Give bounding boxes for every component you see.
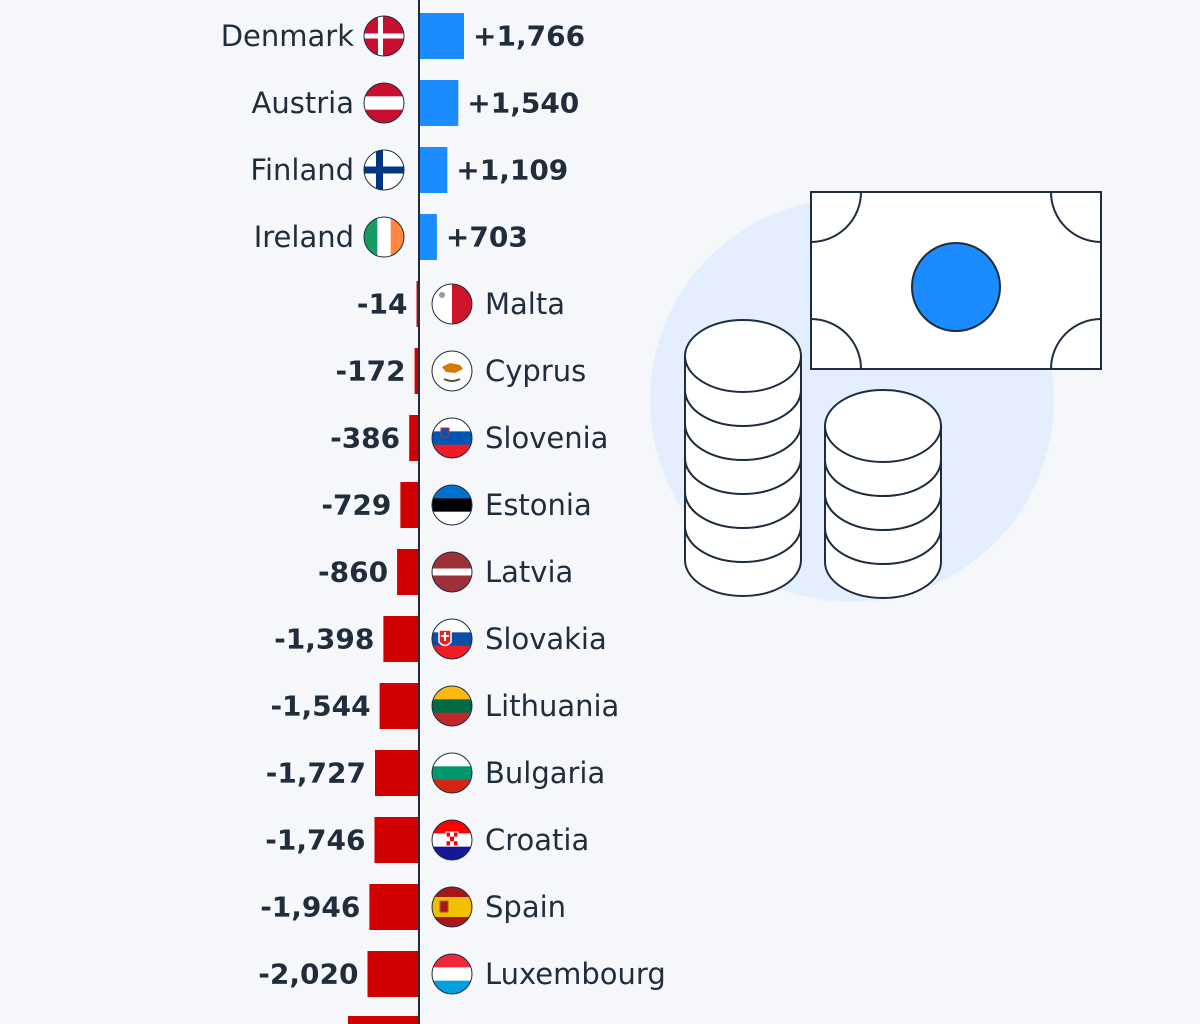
bar-malta bbox=[416, 281, 419, 327]
latvia-flag-icon bbox=[431, 551, 473, 593]
bar-slovakia bbox=[383, 616, 419, 662]
bar-croatia bbox=[374, 817, 419, 863]
austria-flag-icon bbox=[363, 82, 405, 124]
cyprus-flag-icon bbox=[431, 350, 473, 392]
value-label-ireland: +703 bbox=[446, 221, 528, 254]
country-label-austria: Austria bbox=[252, 86, 354, 120]
value-label-bulgaria: -1,727 bbox=[266, 757, 366, 790]
slovenia-flag-icon bbox=[431, 417, 473, 459]
luxembourg-flag-icon bbox=[431, 953, 473, 995]
bar-spain bbox=[369, 884, 419, 930]
lithuania-flag-icon bbox=[431, 685, 473, 727]
spain-flag-icon bbox=[431, 886, 473, 928]
bar-cyprus bbox=[414, 348, 419, 394]
country-label-spain: Spain bbox=[485, 890, 566, 924]
value-label-finland: +1,109 bbox=[456, 154, 568, 187]
value-label-austria: +1,540 bbox=[467, 87, 579, 120]
country-label-croatia: Croatia bbox=[485, 823, 589, 857]
bar-lithuania bbox=[379, 683, 419, 729]
finland-flag-icon bbox=[363, 149, 405, 191]
country-label-denmark: Denmark bbox=[221, 19, 354, 53]
banknote-icon bbox=[810, 191, 1102, 370]
bar-bulgaria bbox=[375, 750, 419, 796]
bar-denmark bbox=[419, 13, 464, 59]
coin-stack-tall-icon bbox=[684, 319, 802, 597]
country-label-lithuania: Lithuania bbox=[485, 689, 619, 723]
coin-stack-short-icon bbox=[824, 389, 942, 599]
value-label-slovenia: -386 bbox=[330, 422, 400, 455]
value-label-latvia: -860 bbox=[318, 556, 388, 589]
bar-finland bbox=[419, 147, 448, 193]
value-label-estonia: -729 bbox=[321, 489, 391, 522]
bar-cutoff bbox=[348, 1016, 419, 1024]
value-label-cyprus: -172 bbox=[336, 355, 406, 388]
country-label-latvia: Latvia bbox=[485, 555, 573, 589]
value-label-luxembourg: -2,020 bbox=[258, 958, 358, 991]
country-label-ireland: Ireland bbox=[254, 220, 354, 254]
bar-ireland bbox=[419, 214, 437, 260]
value-label-malta: -14 bbox=[357, 288, 408, 321]
value-label-spain: -1,946 bbox=[260, 891, 360, 924]
value-label-croatia: -1,746 bbox=[265, 824, 365, 857]
bar-estonia bbox=[400, 482, 419, 528]
bar-slovenia bbox=[409, 415, 419, 461]
value-label-lithuania: -1,544 bbox=[270, 690, 370, 723]
country-label-slovakia: Slovakia bbox=[485, 622, 607, 656]
ireland-flag-icon bbox=[363, 216, 405, 258]
croatia-flag-icon bbox=[431, 819, 473, 861]
slovakia-flag-icon bbox=[431, 618, 473, 660]
value-label-slovakia: -1,398 bbox=[274, 623, 374, 656]
country-label-estonia: Estonia bbox=[485, 488, 592, 522]
denmark-flag-icon bbox=[363, 15, 405, 57]
country-label-malta: Malta bbox=[485, 287, 565, 321]
labels-layer: Denmark +1,766 Austria +1,540 Finland +1,109 I… bbox=[221, 15, 666, 995]
bar-latvia bbox=[397, 549, 419, 595]
bars-layer bbox=[348, 13, 464, 1024]
bulgaria-flag-icon bbox=[431, 752, 473, 794]
country-label-cyprus: Cyprus bbox=[485, 354, 586, 388]
bar-luxembourg bbox=[367, 951, 419, 997]
country-label-luxembourg: Luxembourg bbox=[485, 957, 666, 991]
estonia-flag-icon bbox=[431, 484, 473, 526]
country-label-slovenia: Slovenia bbox=[485, 421, 608, 455]
money-illustration bbox=[650, 191, 1102, 602]
malta-flag-icon bbox=[431, 283, 473, 325]
country-label-finland: Finland bbox=[250, 153, 354, 187]
country-label-bulgaria: Bulgaria bbox=[485, 756, 605, 790]
value-label-denmark: +1,766 bbox=[473, 20, 585, 53]
bar-austria bbox=[419, 80, 459, 126]
